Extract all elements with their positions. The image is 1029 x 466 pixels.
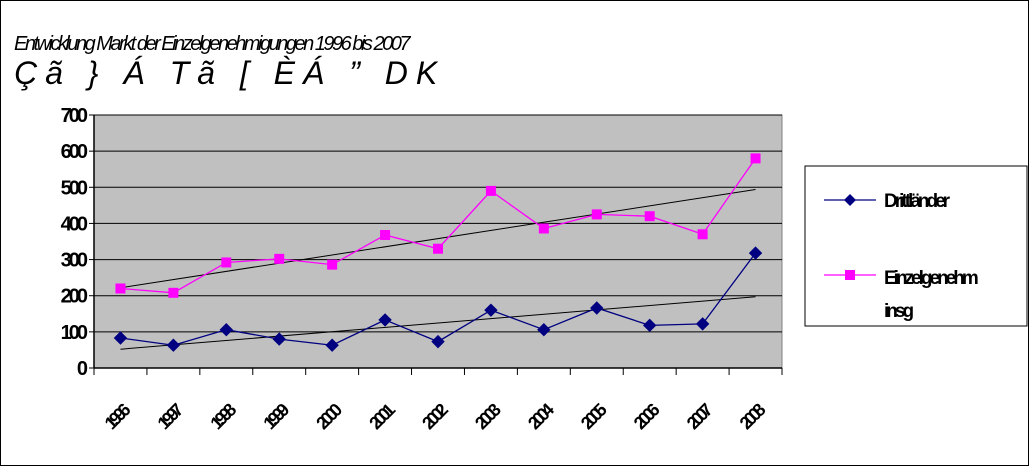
data-point [748,246,763,260]
x-tick-label: 2007 [683,399,717,433]
data-point [590,301,604,315]
data-point [431,334,445,349]
trendlines [120,188,756,350]
y-axis-ticks: 0 100 200 300 400 500 600 700 [61,105,94,380]
series-group [113,153,763,352]
gridlines [94,114,782,333]
data-point [591,209,602,220]
plot-area [93,114,783,369]
data-point [272,332,286,346]
data-point [537,322,551,337]
data-point [113,331,128,345]
trendline [120,296,756,350]
x-tick-label: 2000 [312,399,346,433]
y-tick-label: 700 [61,105,88,127]
data-point [221,257,232,268]
data-point [695,317,710,331]
x-tick-label: 1998 [206,399,240,433]
data-point [325,338,339,352]
data-point [484,303,498,317]
data-point [644,211,655,222]
legend-label: Einzelgenehm [884,268,978,289]
x-axis-ticks: 1996 1997 1998 1999 2000 2001 2002 2003 2004 2005… [93,368,783,433]
data-point [538,223,549,234]
x-tick-label: 2008 [736,399,770,433]
trendline [120,188,756,289]
data-point [750,153,761,164]
y-tick-label: 600 [61,141,88,163]
data-point [433,243,443,254]
x-tick-label: 1999 [259,399,293,433]
legend: Drittländer Einzelgenehm insg [804,165,1028,327]
data-point [274,253,285,264]
chart-title: Entwicklung Markt der Einzelgenehmigunge… [14,33,411,55]
legend-marker [845,270,855,280]
data-point [697,229,708,240]
data-point [380,229,391,240]
data-point [166,338,181,352]
data-point [642,318,657,333]
x-tick-label: 1996 [101,399,135,433]
y-tick-label: 0 [77,358,88,380]
x-tick-label: 2004 [524,399,558,433]
axes [93,115,782,369]
legend-label: insg [884,301,913,322]
data-point [219,322,234,337]
y-tick-label: 200 [61,286,88,308]
data-point [485,185,496,196]
legend-label: Drittländer [884,191,951,212]
legend-box [804,165,1028,327]
x-tick-label: 2003 [471,399,505,433]
x-tick-label: 2006 [630,399,664,433]
x-tick-label: 2005 [577,399,611,433]
legend-marker [844,194,856,206]
x-tick-label: 2002 [418,399,452,433]
y-tick-label: 500 [61,177,88,199]
data-point [327,259,338,270]
y-tick-label: 300 [61,250,88,272]
data-point [115,283,126,294]
x-tick-label: 2001 [365,399,399,433]
x-tick-label: 1997 [154,399,188,433]
data-point [168,287,179,298]
chart-subtitle: Çã } Á Tã [ ÈÁ ” DK [14,55,445,91]
y-tick-label: 400 [61,213,88,235]
y-tick-label: 100 [61,322,88,344]
data-point [378,313,392,327]
